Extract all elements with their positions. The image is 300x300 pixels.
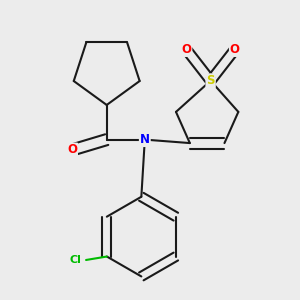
Text: O: O bbox=[67, 143, 77, 157]
Text: O: O bbox=[182, 43, 191, 56]
Text: O: O bbox=[230, 43, 240, 56]
Text: N: N bbox=[140, 133, 150, 146]
Text: S: S bbox=[206, 74, 215, 87]
Text: Cl: Cl bbox=[70, 255, 82, 265]
